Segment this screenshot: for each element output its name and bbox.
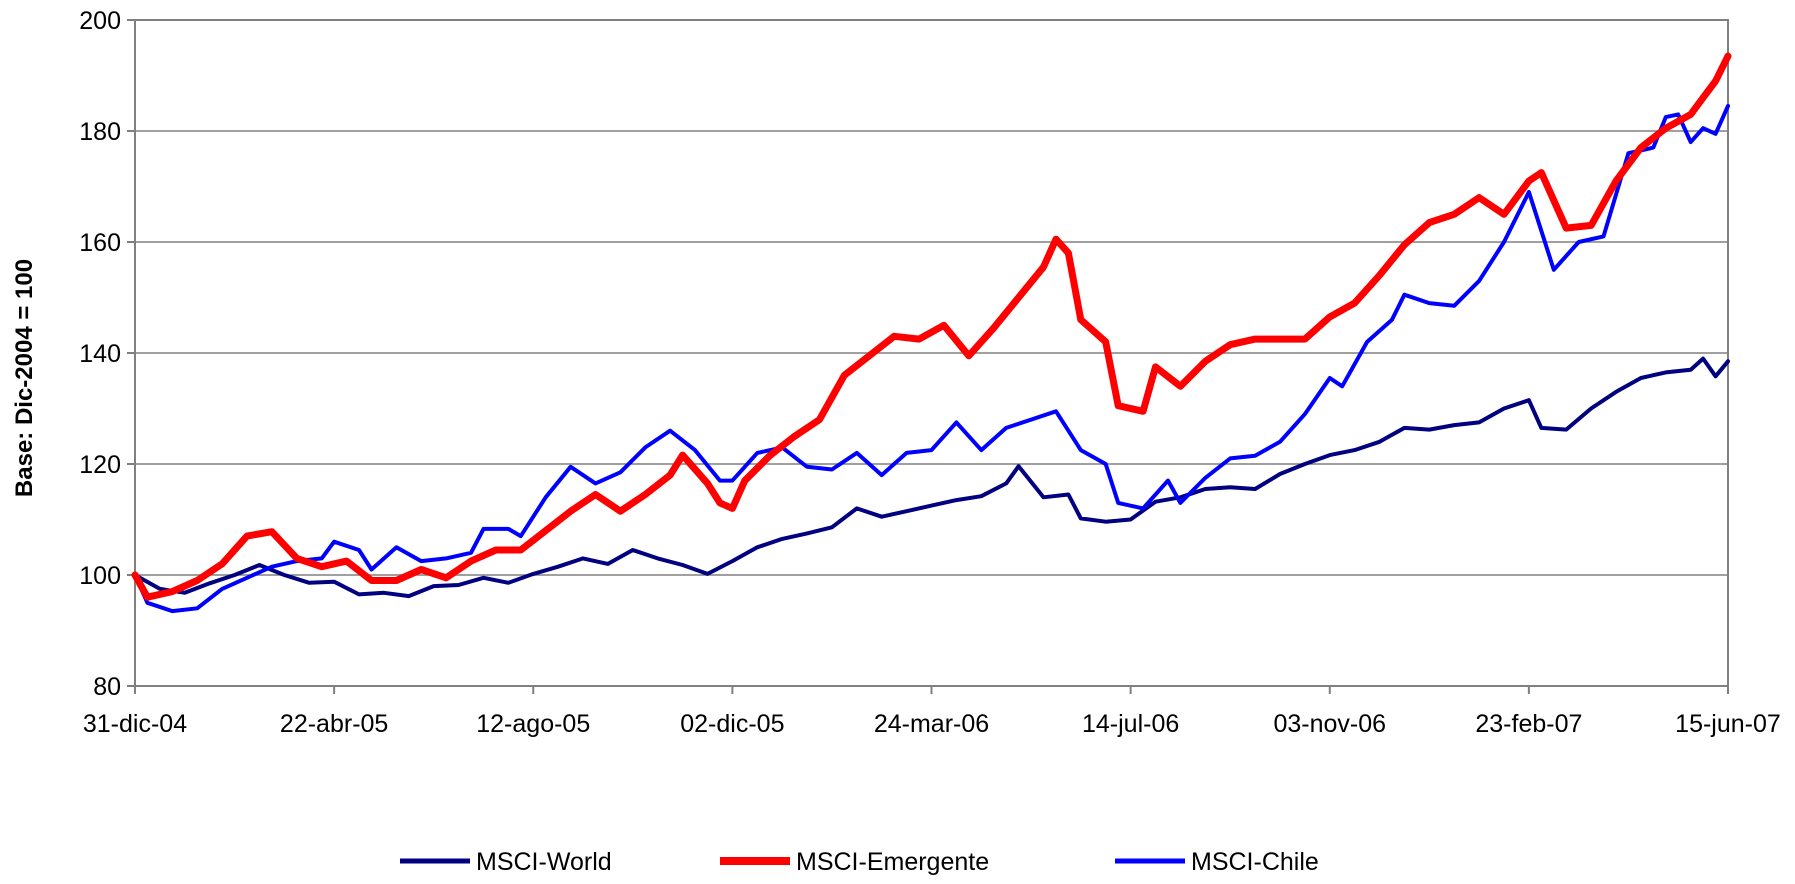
x-tick-label: 03-nov-06 [1273,710,1386,738]
y-axis-ticks: 80 100 120 140 160 180 200 [79,7,135,701]
y-tick-label: 140 [79,340,121,368]
series-lines [131,52,1732,614]
x-tick-label: 02-dic-05 [680,710,784,738]
series-line-msci-world [133,356,1730,599]
series-line-msci-chile [133,104,1730,614]
x-tick-label: 12-ago-05 [476,710,590,738]
y-tick-label: 200 [79,7,121,35]
x-tick-label: 23-feb-07 [1475,710,1582,738]
gridlines [135,130,1728,576]
y-tick-label: 120 [79,451,121,479]
x-tick-label: 24-mar-06 [874,710,989,738]
x-tick-label: 31-dic-04 [83,710,187,738]
x-tick-label: 15-jun-07 [1675,710,1781,738]
x-tick-label: 14-jul-06 [1082,710,1179,738]
series-line-msci-emergente [131,52,1732,601]
legend: MSCI-World MSCI-Emergente MSCI-Chile [400,848,1319,876]
legend-label: MSCI-World [476,848,612,876]
y-axis-title: Base: Dic-2004 = 100 [11,259,38,497]
legend-label: MSCI-Chile [1191,848,1319,876]
y-tick-label: 100 [79,562,121,590]
y-tick-label: 80 [93,673,121,701]
y-tick-label: 160 [79,229,121,257]
y-tick-label: 180 [79,118,121,146]
x-axis-ticks: 31-dic-04 22-abr-05 12-ago-05 02-dic-05 24-m… [83,686,1781,738]
x-tick-label: 22-abr-05 [280,710,388,738]
legend-label: MSCI-Emergente [796,848,989,876]
